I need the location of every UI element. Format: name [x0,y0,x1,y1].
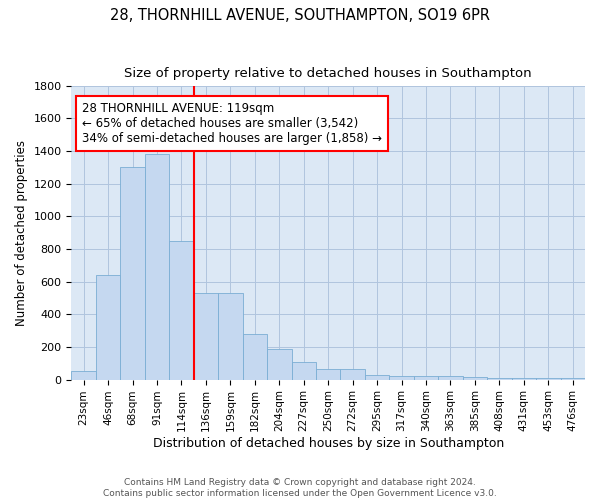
Bar [169,241,194,380]
Bar [96,275,121,380]
Bar [463,377,487,380]
Bar [242,334,267,380]
Text: 28, THORNHILL AVENUE, SOUTHAMPTON, SO19 6PR: 28, THORNHILL AVENUE, SOUTHAMPTON, SO19 … [110,8,490,22]
Text: 28 THORNHILL AVENUE: 119sqm
← 65% of detached houses are smaller (3,542)
34% of : 28 THORNHILL AVENUE: 119sqm ← 65% of det… [82,102,382,145]
Bar [438,376,463,380]
Bar [560,378,585,380]
Bar [292,362,316,380]
Bar [487,378,512,380]
X-axis label: Distribution of detached houses by size in Southampton: Distribution of detached houses by size … [152,437,504,450]
Bar [194,293,218,380]
Bar [316,369,340,380]
Bar [218,293,242,380]
Bar [71,372,96,380]
Bar [365,374,389,380]
Bar [340,369,365,380]
Bar [414,376,438,380]
Bar [512,378,536,380]
Bar [267,350,292,380]
Text: Contains HM Land Registry data © Crown copyright and database right 2024.
Contai: Contains HM Land Registry data © Crown c… [103,478,497,498]
Title: Size of property relative to detached houses in Southampton: Size of property relative to detached ho… [124,68,532,80]
Bar [536,378,560,380]
Y-axis label: Number of detached properties: Number of detached properties [15,140,28,326]
Bar [389,376,414,380]
Bar [121,168,145,380]
Bar [145,154,169,380]
